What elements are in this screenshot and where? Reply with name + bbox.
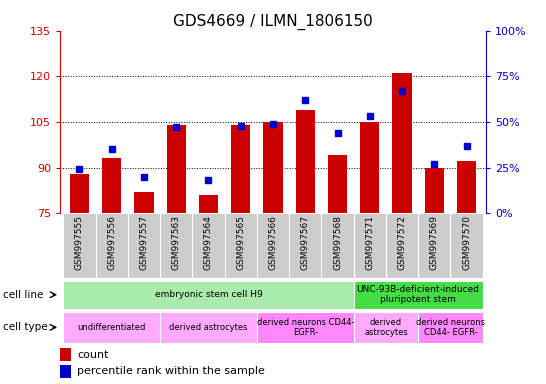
Text: GDS4669 / ILMN_1806150: GDS4669 / ILMN_1806150 <box>173 13 373 30</box>
Bar <box>128 213 160 278</box>
Bar <box>425 167 444 213</box>
Bar <box>70 174 89 213</box>
Text: derived neurons CD44-
EGFR-: derived neurons CD44- EGFR- <box>257 318 354 337</box>
Text: cell line: cell line <box>3 290 43 300</box>
Bar <box>457 161 476 213</box>
Bar <box>63 281 354 309</box>
Bar <box>418 312 483 343</box>
Text: GSM997567: GSM997567 <box>301 215 310 270</box>
Text: count: count <box>77 349 109 359</box>
Text: derived astrocytes: derived astrocytes <box>169 323 248 332</box>
Bar <box>199 195 218 213</box>
Text: GSM997568: GSM997568 <box>333 215 342 270</box>
Text: GSM997570: GSM997570 <box>462 215 471 270</box>
Text: undifferentiated: undifferentiated <box>78 323 146 332</box>
Bar <box>354 281 483 309</box>
Bar <box>160 213 192 278</box>
Text: GSM997564: GSM997564 <box>204 215 213 270</box>
Bar <box>257 312 354 343</box>
Text: derived neurons
CD44- EGFR-: derived neurons CD44- EGFR- <box>416 318 485 337</box>
Text: GSM997557: GSM997557 <box>139 215 149 270</box>
Bar <box>134 192 153 213</box>
Bar <box>289 213 322 278</box>
Bar <box>160 312 257 343</box>
Text: GSM997555: GSM997555 <box>75 215 84 270</box>
Text: embryonic stem cell H9: embryonic stem cell H9 <box>155 290 262 299</box>
Text: cell type: cell type <box>3 322 48 333</box>
Bar <box>63 213 96 278</box>
Bar <box>96 213 128 278</box>
Bar <box>224 213 257 278</box>
Text: GSM997571: GSM997571 <box>365 215 375 270</box>
Bar <box>386 213 418 278</box>
Bar <box>354 312 418 343</box>
Text: UNC-93B-deficient-induced
pluripotent stem: UNC-93B-deficient-induced pluripotent st… <box>357 285 480 305</box>
Bar <box>60 348 71 361</box>
Bar <box>102 159 121 213</box>
Text: GSM997565: GSM997565 <box>236 215 245 270</box>
Text: GSM997556: GSM997556 <box>107 215 116 270</box>
Bar <box>192 213 224 278</box>
Bar <box>418 213 450 278</box>
Bar <box>60 365 71 378</box>
Bar <box>328 156 347 213</box>
Bar <box>257 213 289 278</box>
Text: derived
astrocytes: derived astrocytes <box>364 318 408 337</box>
Bar <box>263 122 283 213</box>
Bar <box>295 110 315 213</box>
Bar <box>167 125 186 213</box>
Bar <box>354 213 386 278</box>
Bar <box>450 213 483 278</box>
Text: GSM997569: GSM997569 <box>430 215 439 270</box>
Text: GSM997563: GSM997563 <box>171 215 181 270</box>
Text: GSM997572: GSM997572 <box>397 215 407 270</box>
Bar <box>322 213 354 278</box>
Bar <box>393 73 412 213</box>
Text: GSM997566: GSM997566 <box>269 215 277 270</box>
Bar <box>360 122 379 213</box>
Bar <box>63 312 160 343</box>
Bar <box>231 125 251 213</box>
Text: percentile rank within the sample: percentile rank within the sample <box>77 366 265 376</box>
